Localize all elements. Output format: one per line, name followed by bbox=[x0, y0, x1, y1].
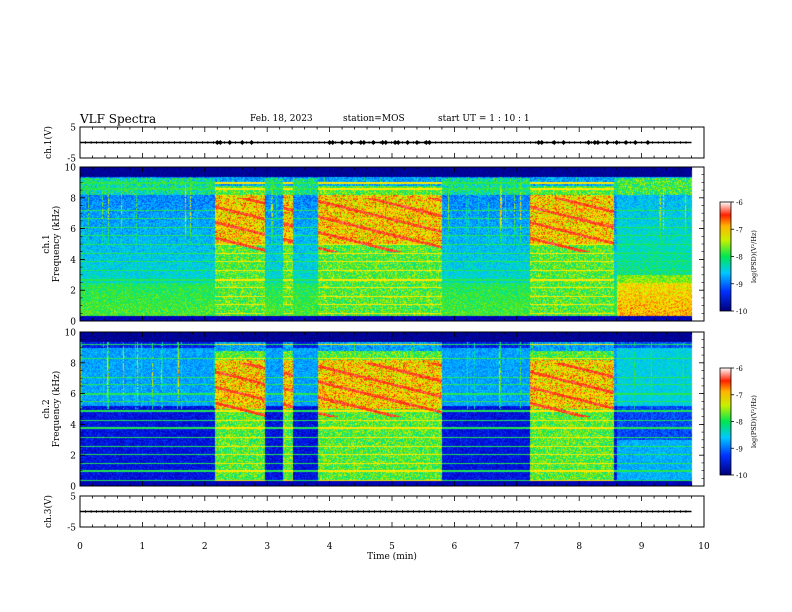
ch1-voltage-burst-mark bbox=[595, 140, 601, 145]
chart-title: VLF Spectra bbox=[80, 112, 157, 126]
ch1-voltage-burst-mark bbox=[614, 140, 620, 145]
ch2-spectrogram-ytick-label: 6 bbox=[70, 390, 76, 400]
ch2-spectrogram-ytick-label: 8 bbox=[70, 359, 76, 369]
time-tick-label: 10 bbox=[698, 542, 710, 552]
ch1-voltage-burst-mark bbox=[227, 140, 233, 145]
date-label: Feb. 18, 2023 bbox=[250, 114, 313, 124]
ch1-spectrogram-ylabel-channel: ch.1 bbox=[42, 234, 52, 253]
ch1-spectrogram-colorbar bbox=[719, 201, 732, 312]
ch1-voltage-burst-mark bbox=[586, 140, 592, 145]
time-tick-label: 2 bbox=[202, 542, 208, 552]
ch1-spectrogram-ytick-label: 10 bbox=[65, 164, 77, 174]
ch2-spectrogram-ytick-label: 0 bbox=[70, 483, 76, 493]
ch1-voltage-burst-mark bbox=[539, 140, 545, 145]
ch1-voltage-ylabel: ch.1(V) bbox=[43, 126, 54, 159]
ch1-voltage-burst-mark bbox=[339, 140, 345, 145]
ch2-spectrogram-ytick-label: 10 bbox=[65, 329, 77, 339]
time-tick-label: 9 bbox=[639, 542, 645, 552]
ch1-voltage-burst-mark bbox=[395, 140, 401, 145]
ch1-spectrogram-ylabel-frequency: Frequency (kHz) bbox=[51, 206, 62, 283]
ch1-spectrogram-ytick-label: 2 bbox=[70, 287, 76, 297]
ch2-spectrogram-colorbar bbox=[719, 367, 732, 476]
ch1-spectrogram-ytick-label: 0 bbox=[70, 318, 76, 328]
ch1-voltage-burst-mark bbox=[348, 140, 354, 145]
time-tick-label: 1 bbox=[140, 542, 146, 552]
ch1-voltage-burst-mark bbox=[239, 140, 245, 145]
ch1-voltage-burst-mark bbox=[327, 140, 333, 145]
ch1-spectrogram-ytick-label: 4 bbox=[70, 256, 76, 266]
ch1-voltage-burst-mark bbox=[604, 140, 610, 145]
ch1-spectrogram-colorbar-tick-label: -7 bbox=[736, 226, 743, 234]
ch1-voltage-burst-mark bbox=[645, 140, 651, 145]
ch1-voltage-burst-mark bbox=[632, 140, 638, 145]
ch1-voltage-burst-mark bbox=[217, 140, 223, 145]
ch2-spectrogram-colorbar-label: log(PSD)(V²/Hz) bbox=[750, 395, 758, 448]
ch1-spectrogram-colorbar-label: log(PSD)(V²/Hz) bbox=[750, 230, 758, 283]
time-tick-label: 6 bbox=[452, 542, 458, 552]
ch1-voltage-burst-mark bbox=[423, 140, 429, 145]
ch2-spectrogram-image bbox=[80, 332, 704, 486]
ch1-voltage-ytick-label: -5 bbox=[67, 155, 76, 165]
ch2-spectrogram-ylabel-frequency: Frequency (kHz) bbox=[51, 371, 62, 448]
ch1-voltage-burst-mark bbox=[370, 140, 376, 145]
ch1-spectrogram-colorbar-tick-label: -8 bbox=[736, 254, 743, 262]
ch1-spectrogram-ytick-label: 6 bbox=[70, 225, 76, 235]
ch2-spectrogram-ylabel-channel: ch.2 bbox=[42, 399, 52, 418]
start-time-label: start UT = 1 : 10 : 1 bbox=[438, 114, 530, 124]
ch1-voltage-burst-mark bbox=[214, 140, 220, 145]
ch1-voltage-burst-mark bbox=[551, 140, 557, 145]
ch1-voltage-burst-mark bbox=[330, 140, 336, 145]
ch1-voltage-burst-mark bbox=[623, 140, 629, 145]
ch1-spectrogram-image bbox=[80, 167, 704, 321]
ch3-voltage-ylabel: ch.3(V) bbox=[43, 495, 54, 528]
ch1-voltage-burst-mark bbox=[380, 140, 386, 145]
ch1-voltage-burst-mark bbox=[536, 140, 542, 145]
ch2-spectrogram-colorbar-tick-label: -6 bbox=[736, 365, 743, 373]
time-tick-label: 8 bbox=[576, 542, 582, 552]
time-axis-label: Time (min) bbox=[367, 551, 417, 562]
ch1-voltage-burst-mark bbox=[383, 140, 389, 145]
ch1-voltage-burst-mark bbox=[249, 140, 255, 145]
ch1-voltage-ytick-label: 5 bbox=[70, 124, 76, 134]
ch1-voltage-burst-mark bbox=[361, 140, 367, 145]
time-tick-label: 7 bbox=[514, 542, 520, 552]
station-label: station=MOS bbox=[343, 114, 405, 124]
ch2-spectrogram-colorbar-tick-label: -9 bbox=[736, 445, 743, 453]
ch1-voltage-burst-mark bbox=[358, 140, 364, 145]
ch1-voltage-burst-mark bbox=[414, 140, 420, 145]
ch2-spectrogram-colorbar-tick-label: -10 bbox=[736, 472, 747, 480]
ch3-voltage-ytick-label: 5 bbox=[70, 493, 76, 503]
ch1-spectrogram-colorbar-tick-label: -6 bbox=[736, 199, 743, 207]
time-tick-label: 4 bbox=[327, 542, 333, 552]
ch2-spectrogram-colorbar-tick-label: -8 bbox=[736, 419, 743, 427]
ch1-spectrogram-colorbar-tick-label: -9 bbox=[736, 281, 743, 289]
ch1-voltage-burst-mark bbox=[592, 140, 598, 145]
ch1-voltage-burst-mark bbox=[405, 140, 411, 145]
ch2-spectrogram-colorbar-tick-label: -7 bbox=[736, 392, 743, 400]
ch2-spectrogram-ytick-label: 2 bbox=[70, 452, 76, 462]
ch1-voltage-burst-mark bbox=[561, 140, 567, 145]
ch1-voltage-burst-mark bbox=[426, 140, 432, 145]
time-tick-label: 3 bbox=[264, 542, 270, 552]
ch1-spectrogram-colorbar-tick-label: -10 bbox=[736, 308, 747, 316]
ch1-voltage-burst-mark bbox=[392, 140, 398, 145]
time-tick-label: 0 bbox=[77, 542, 83, 552]
ch2-spectrogram-ytick-label: 4 bbox=[70, 421, 76, 431]
ch1-spectrogram-ytick-label: 8 bbox=[70, 194, 76, 204]
time-tick-label: 5 bbox=[389, 542, 395, 552]
ch3-voltage-ytick-label: -5 bbox=[67, 524, 76, 534]
